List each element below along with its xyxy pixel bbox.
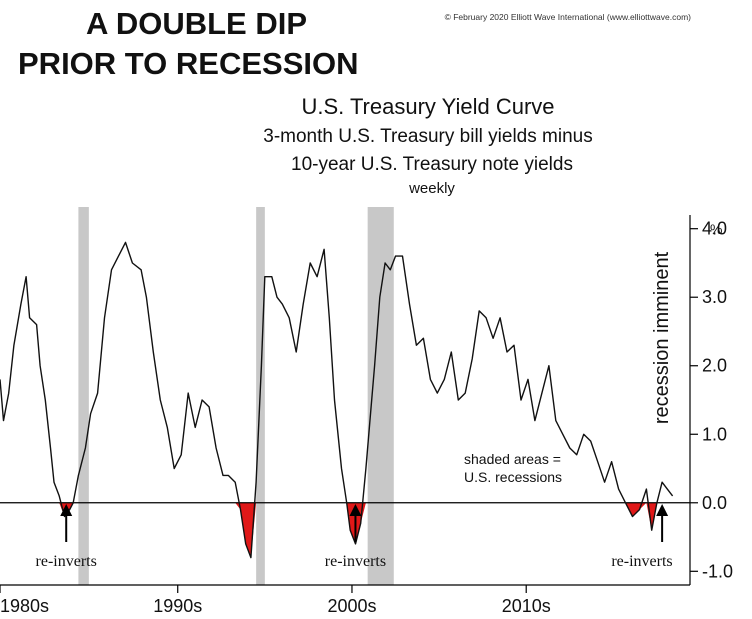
y-tick-label: 2.0	[702, 356, 727, 376]
inversion-area	[0, 502, 673, 558]
headline-line-2: PRIOR TO RECESSION	[18, 46, 359, 81]
annotation-label: re-inverts	[36, 553, 97, 570]
y-tick-label: 0.0	[702, 493, 727, 513]
recession-note-line-1: shaded areas =	[464, 451, 561, 467]
y-tick-label: 3.0	[702, 287, 727, 307]
copyright-credit: © February 2020 Elliott Wave Internation…	[445, 12, 692, 22]
annotation-label: re-inverts	[611, 553, 672, 570]
annotations: re-inverts re-inverts re-inverts	[36, 504, 673, 570]
chart-subtitle-line-1: 3-month U.S. Treasury bill yields minus	[263, 126, 592, 147]
recession-band	[78, 207, 89, 585]
chart-subtitle-line-2: 10-year U.S. Treasury note yields	[291, 154, 573, 175]
annotation-label: re-inverts	[325, 553, 386, 570]
annotation-arrow-head	[60, 504, 73, 516]
y-tick-label: 4.0	[702, 219, 727, 239]
chart-frequency: weekly	[408, 180, 455, 197]
y-axis-unit: %	[710, 221, 722, 237]
x-tick-label: 2010s	[502, 596, 551, 616]
recession-note-line-2: U.S. recessions	[464, 469, 562, 485]
x-tick-label: 2000s	[327, 596, 376, 616]
yield-curve-line	[0, 241, 674, 559]
y-axis-ticks: 4.0 3.0 2.0 1.0 0.0 -1.0	[690, 219, 733, 581]
y-axis-label: recession imminent	[651, 251, 673, 424]
y-tick-label: 1.0	[702, 424, 727, 444]
recession-shading	[78, 207, 394, 585]
x-tick-label: 1990s	[153, 596, 202, 616]
x-tick-label: 1980s	[0, 596, 49, 616]
x-axis-ticks: 1980s 1990s 2000s 2010s	[0, 585, 551, 616]
headline-line-1: A DOUBLE DIP	[86, 6, 307, 41]
y-tick-label: -1.0	[702, 561, 733, 581]
inversion-fill	[0, 502, 673, 558]
annotation-arrow-head	[349, 504, 362, 516]
chart-title: U.S. Treasury Yield Curve	[301, 94, 554, 119]
annotation-arrow-head	[656, 504, 669, 516]
